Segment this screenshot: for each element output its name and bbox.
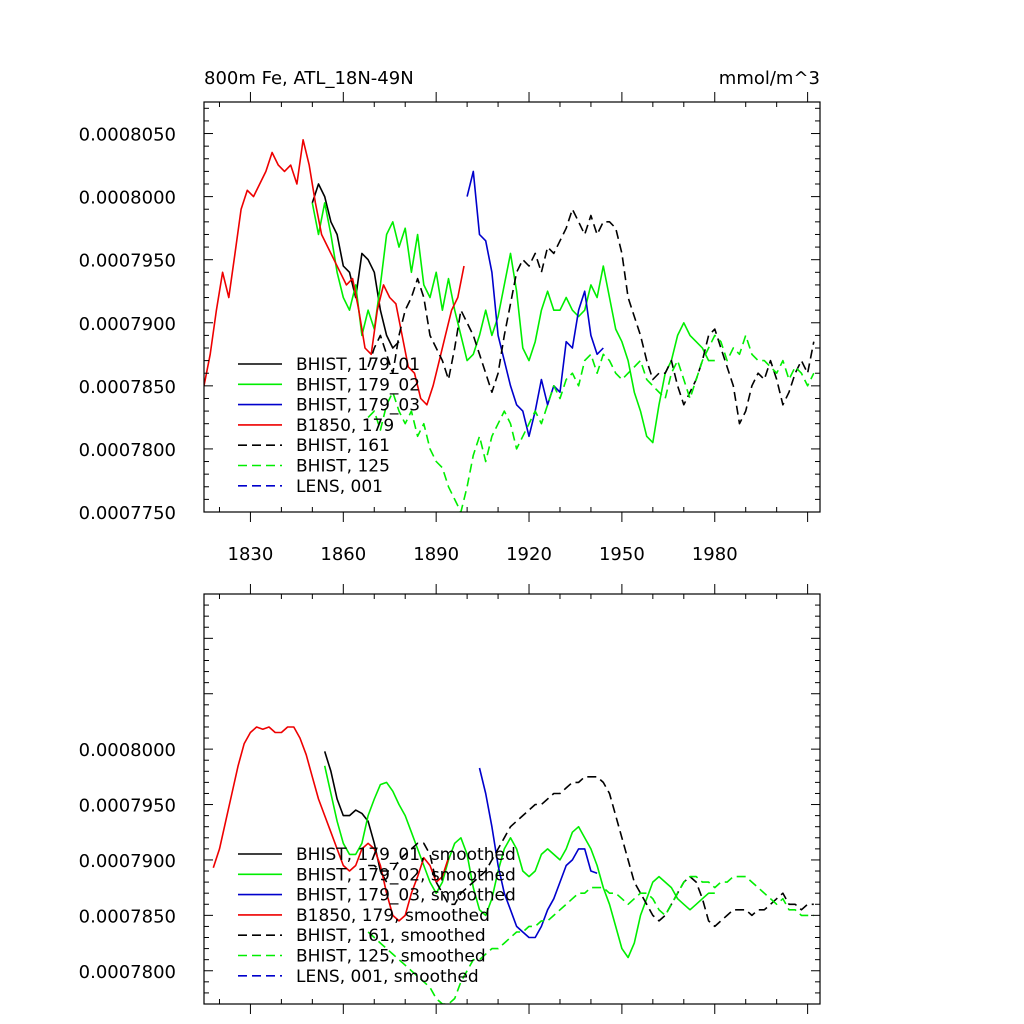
top-legend-label-3: B1850, 179 bbox=[296, 416, 394, 436]
chart-title: 800m Fe, ATL_18N-49N bbox=[204, 68, 414, 89]
top-legend-label-6: LENS, 001 bbox=[296, 477, 383, 497]
bottom-ytick-label: 0.0007950 bbox=[79, 796, 176, 817]
top-xtick-label: 1830 bbox=[228, 544, 274, 565]
bottom-legend-label-0: BHIST, 179_01, smoothed bbox=[296, 845, 516, 865]
top-plot-frame bbox=[203, 101, 821, 513]
bottom-legend-label-3: B1850, 179, smoothed bbox=[296, 906, 490, 926]
bottom-legend-label-4: BHIST, 161, smoothed bbox=[296, 926, 486, 946]
bottom-series-line-5 bbox=[367, 875, 814, 1004]
bottom-ytick-label: 0.0008000 bbox=[79, 740, 176, 761]
bottom-series-line-2 bbox=[478, 767, 598, 939]
top-xtick-label: 1950 bbox=[599, 544, 645, 565]
bottom-plot-frame bbox=[203, 593, 821, 1005]
bottom-legend-label-1: BHIST, 179_02, smoothed bbox=[296, 865, 516, 885]
top-ytick-label: 0.0007950 bbox=[79, 251, 176, 272]
bottom-ytick-label: 0.0007800 bbox=[79, 962, 176, 983]
top-ytick-label: 0.0008000 bbox=[79, 188, 176, 209]
top-xtick-label: 1920 bbox=[506, 544, 552, 565]
top-series-line-3 bbox=[204, 139, 465, 406]
bottom-series-line-1 bbox=[323, 765, 715, 959]
top-xtick-label: 1860 bbox=[320, 544, 366, 565]
bottom-legend-label-5: BHIST, 125, smoothed bbox=[296, 947, 486, 967]
bottom-panel: 0.0007800 0.0007850 0.0007900 0.0007950 0.00… bbox=[79, 584, 821, 1014]
top-series-line-1 bbox=[311, 202, 715, 444]
top-legend-label-4: BHIST, 161 bbox=[296, 436, 390, 456]
chart-units: mmol/m^3 bbox=[719, 68, 820, 89]
top-ytick-label: 0.0007850 bbox=[79, 377, 176, 398]
bottom-series-group bbox=[212, 726, 814, 1004]
top-xtick-label: 1890 bbox=[413, 544, 459, 565]
top-ytick-label: 0.0007800 bbox=[79, 440, 176, 461]
top-legend-label-2: BHIST, 179_03 bbox=[296, 396, 420, 416]
top-series-line-5 bbox=[367, 334, 815, 512]
top-ytick-label: 0.0007750 bbox=[79, 503, 176, 524]
bottom-legend-label-2: BHIST, 179_03, smoothed bbox=[296, 886, 516, 906]
top-legend-label-1: BHIST, 179_02 bbox=[296, 375, 420, 395]
bottom-ytick-label: 0.0007900 bbox=[79, 851, 176, 872]
top-ytick-label: 0.0007900 bbox=[79, 314, 176, 335]
top-legend-label-5: BHIST, 125 bbox=[296, 457, 390, 477]
bottom-series-line-4 bbox=[368, 776, 814, 928]
top-series-line-2 bbox=[466, 170, 604, 438]
top-legend-label-0: BHIST, 179_01 bbox=[296, 355, 420, 375]
bottom-ytick-label: 0.0007850 bbox=[79, 906, 176, 927]
bottom-legend-label-6: LENS, 001, smoothed bbox=[296, 967, 479, 987]
top-panel: 0.0007750 0.0007800 0.0007850 0.0007900 0.00… bbox=[79, 68, 821, 565]
bottom-series-line-3 bbox=[212, 726, 450, 922]
top-xtick-label: 1980 bbox=[692, 544, 738, 565]
top-ytick-label: 0.0008050 bbox=[79, 125, 176, 146]
top-series-group bbox=[204, 139, 815, 512]
top-series-line-4 bbox=[367, 208, 815, 425]
